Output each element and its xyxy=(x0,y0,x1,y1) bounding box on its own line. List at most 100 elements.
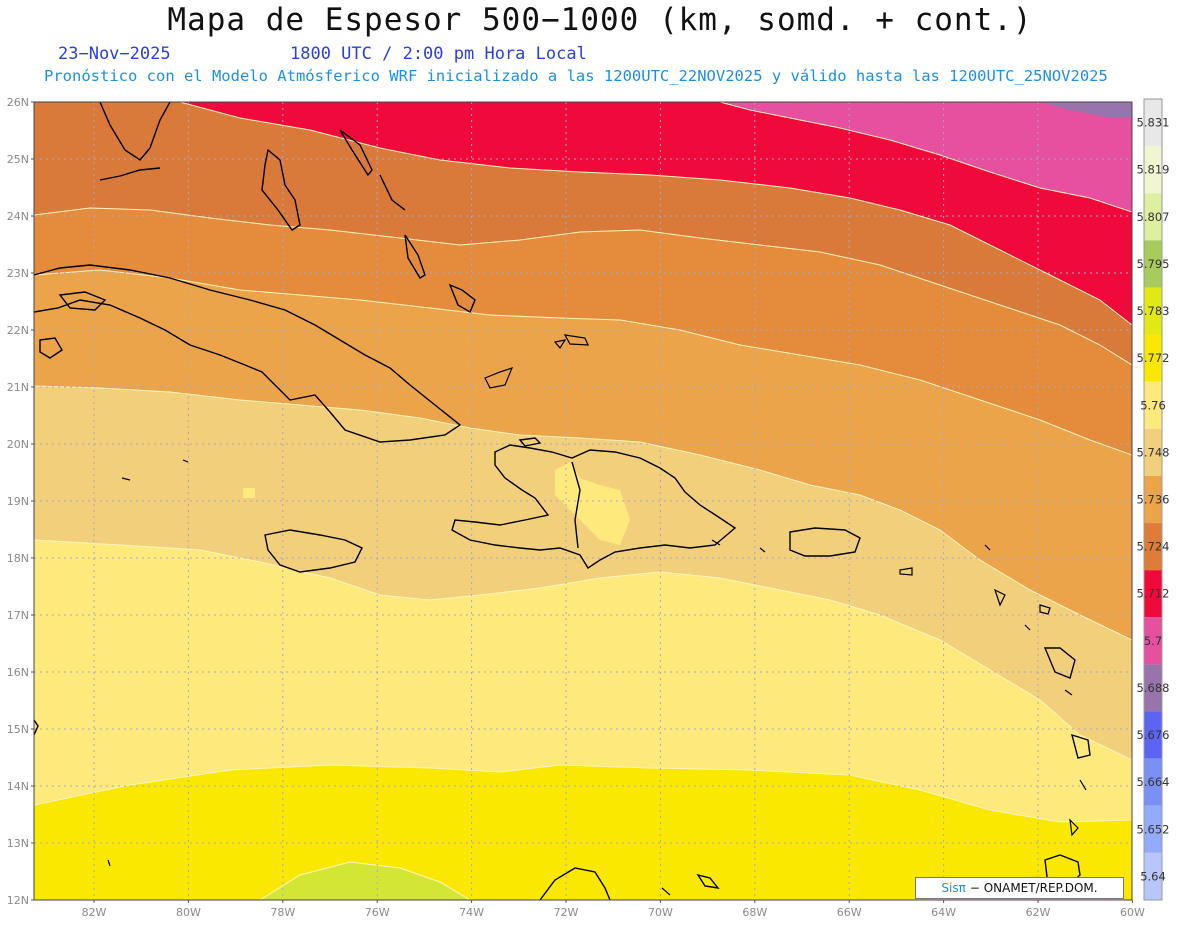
coast-haiti-interior xyxy=(571,461,581,549)
colorbar-label: 5.819 xyxy=(1137,163,1170,177)
coast-bahamas-d xyxy=(448,283,476,314)
colorbar-swatch xyxy=(1144,287,1162,335)
colorbar-swatch xyxy=(1144,475,1162,524)
patch-5-76-hispaniola xyxy=(555,462,630,545)
patch-5-76-small xyxy=(243,488,255,498)
coast-cuba xyxy=(34,264,462,443)
coast-martinique xyxy=(1071,733,1091,759)
lon-label-68w: 68W xyxy=(742,906,767,919)
map-title: Mapa de Espesor 500−1000 (km, somd. + co… xyxy=(167,2,1033,38)
colorbar-label: 5.736 xyxy=(1137,493,1170,507)
lat-label-18n: 18N xyxy=(7,552,29,565)
forecast-date: 23−Nov−2025 xyxy=(58,44,171,64)
colorbar-label: 5.783 xyxy=(1137,304,1170,318)
coast-aruba xyxy=(696,873,720,889)
lat-label-26n: 26N xyxy=(7,96,29,109)
lat-label-16n: 16N xyxy=(7,666,29,679)
lat-label-22n: 22N xyxy=(7,324,29,337)
colorbar-label: 5.676 xyxy=(1137,728,1170,742)
colorbar-label: 5.64 xyxy=(1140,869,1166,883)
lat-label-14n: 14N xyxy=(7,780,29,793)
lat-label-25n: 25N xyxy=(7,153,29,166)
colorbar-swatch xyxy=(1144,758,1162,806)
coast-keys xyxy=(99,167,161,181)
colorbar-label: 5.688 xyxy=(1137,681,1170,695)
band-5-676 xyxy=(1040,102,1132,118)
colorbar-label: 5.76 xyxy=(1140,398,1166,412)
colorbar-swatch xyxy=(1144,240,1162,288)
coast-puerto-rico xyxy=(789,527,861,557)
colorbar-label: 5.7 xyxy=(1144,634,1162,648)
colorbar-label: 5.724 xyxy=(1137,540,1170,554)
band-5-795 xyxy=(259,861,471,900)
band-5-688 xyxy=(719,102,1132,213)
coast-central-america xyxy=(34,719,39,736)
lon-label-70w: 70W xyxy=(648,906,673,919)
credit-box: Sisπ − ONAMET/REP.DOM. xyxy=(915,877,1124,899)
lon-label-60w: 60W xyxy=(1120,906,1145,919)
lat-label-24n: 24N xyxy=(7,210,29,223)
map-area xyxy=(34,102,1132,900)
lat-label-21n: 21N xyxy=(7,381,29,394)
colorbar-label: 5.664 xyxy=(1137,775,1170,789)
forecast-description: Pronóstico con el Modelo Atmósferico WRF… xyxy=(44,67,1108,85)
latitude-labels: 26N 25N 24N 23N 22N 21N 20N 19N 18N 17N 16N 15N 14N 1… xyxy=(7,96,34,907)
lon-label-64w: 64W xyxy=(931,906,956,919)
lat-label-23n: 23N xyxy=(7,267,29,280)
lon-label-76w: 76W xyxy=(365,906,390,919)
lon-label-80w: 80W xyxy=(176,906,201,919)
coast-jamaica xyxy=(264,529,363,573)
colorbar-label: 5.831 xyxy=(1137,116,1170,130)
lat-label-17n: 17N xyxy=(7,609,29,622)
lat-lon-grid xyxy=(34,102,1132,900)
colorbar-label: 5.807 xyxy=(1137,210,1170,224)
colorbar-label: 5.652 xyxy=(1137,822,1170,836)
colorbar-label: 5.712 xyxy=(1137,587,1170,601)
coast-tortuga xyxy=(518,437,542,447)
colorbar-swatch xyxy=(1144,617,1162,665)
coastlines xyxy=(34,102,1091,900)
colorbar-label: 5.795 xyxy=(1137,257,1170,271)
colorbar-swatch xyxy=(1144,570,1162,618)
lon-label-74w: 74W xyxy=(459,906,484,919)
longitude-labels: 82W 80W 78W 76W 74W 72W 70W 68W 66W 64W 62W 60W xyxy=(82,900,1145,919)
colorbar-swatch xyxy=(1144,334,1162,382)
lat-label-12n: 12N xyxy=(7,894,29,907)
coast-venezuela xyxy=(539,867,611,900)
coast-bahamas-b xyxy=(379,174,406,211)
colorbar-swatch xyxy=(1144,428,1162,476)
credit-organization: − ONAMET/REP.DOM. xyxy=(969,881,1098,895)
lat-label-20n: 20N xyxy=(7,438,29,451)
colorbar-swatch xyxy=(1144,711,1162,759)
colorbar-swatch xyxy=(1144,523,1162,571)
colorbar-swatch xyxy=(1144,381,1162,429)
colorbar-label: 5.772 xyxy=(1137,351,1170,365)
colorbar-label: 5.748 xyxy=(1137,445,1170,459)
coast-isla-juventud xyxy=(39,337,63,359)
lat-label-19n: 19N xyxy=(7,495,29,508)
coast-hispaniola xyxy=(451,444,737,569)
coast-guadeloupe xyxy=(1043,647,1076,679)
credit-logo: Sisπ xyxy=(941,881,966,895)
forecast-time: 1800 UTC / 2:00 pm Hora Local xyxy=(290,44,587,64)
colorbar-swatch xyxy=(1144,852,1162,900)
colorbar: 5.831 5.819 5.807 5.795 5.783 5.772 5.76 5.748 5… xyxy=(1137,98,1170,901)
colorbar-swatch xyxy=(1144,99,1162,147)
coast-bahamas-a xyxy=(339,129,373,177)
small-islands xyxy=(107,334,1087,896)
colorbar-swatch xyxy=(1144,805,1162,853)
lat-label-13n: 13N xyxy=(7,837,29,850)
coast-florida xyxy=(99,102,171,161)
lon-label-78w: 78W xyxy=(270,906,295,919)
lon-label-82w: 82W xyxy=(82,906,107,919)
coast-cuba-notch xyxy=(58,291,107,311)
lat-label-15n: 15N xyxy=(7,723,29,736)
colorbar-frame xyxy=(1143,98,1163,901)
coast-andros xyxy=(261,148,301,231)
colorbar-swatch xyxy=(1144,146,1162,194)
colorbar-swatch xyxy=(1144,664,1162,712)
colorbar-swatch xyxy=(1144,193,1162,241)
lon-label-66w: 66W xyxy=(837,906,862,919)
coast-bahamas-c xyxy=(404,234,426,279)
